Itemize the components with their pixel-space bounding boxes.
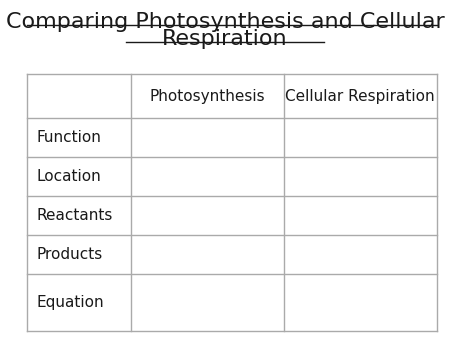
Text: Equation: Equation: [36, 295, 104, 310]
Text: Comparing Photosynthesis and Cellular: Comparing Photosynthesis and Cellular: [5, 12, 445, 32]
Text: Photosynthesis: Photosynthesis: [149, 89, 265, 104]
Text: Respiration: Respiration: [162, 29, 288, 49]
Text: Products: Products: [36, 247, 102, 262]
Text: Location: Location: [36, 169, 101, 184]
Text: Function: Function: [36, 130, 101, 145]
Text: Reactants: Reactants: [36, 208, 112, 223]
Text: Cellular Respiration: Cellular Respiration: [285, 89, 435, 104]
